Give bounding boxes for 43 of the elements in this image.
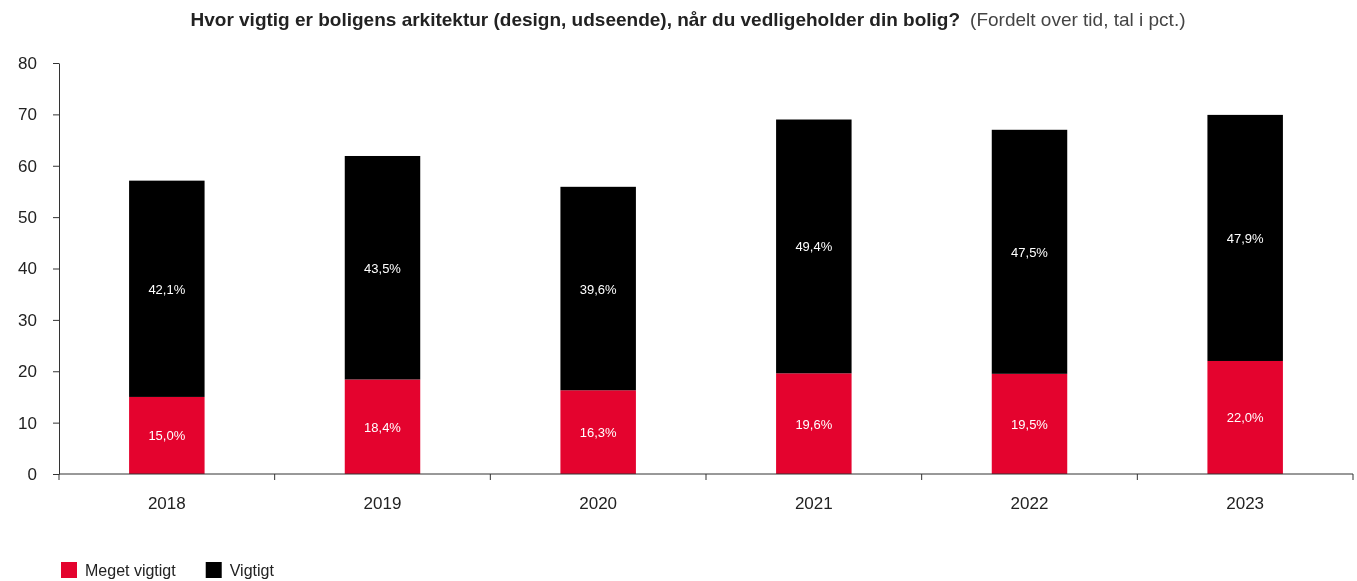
x-tick-label: 2023 — [1226, 494, 1265, 513]
chart-title: Hvor vigtig er boligens arkitektur (design, udseende), når du vedligeholder din bolig? — [190, 9, 961, 30]
data-label: 47,9% — [1226, 230, 1265, 246]
bar — [129, 180, 205, 397]
bar — [1207, 360, 1283, 474]
bar — [776, 373, 852, 474]
bar — [344, 379, 421, 474]
x-tick-label: 2022 — [1010, 494, 1049, 513]
y-tick-label: 0 — [27, 464, 37, 484]
bar — [344, 155, 421, 380]
chart-subtitle: (Fordelt over tid, tal i pct.) — [970, 9, 1186, 30]
data-label: 19,5% — [1011, 416, 1049, 432]
data-label: 43,5% — [364, 260, 402, 276]
data-label: 18,4% — [364, 419, 402, 435]
y-tick-label: 80 — [18, 53, 37, 73]
data-label: 49,4% — [795, 239, 833, 255]
y-tick-label: 30 — [18, 310, 37, 330]
x-tick-label: 2018 — [147, 494, 186, 513]
bar — [560, 186, 636, 391]
y-tick-label: 20 — [18, 362, 37, 382]
data-label: 22,0% — [1226, 410, 1265, 426]
bar — [129, 396, 205, 474]
data-label: 47,5% — [1011, 244, 1049, 260]
y-tick-label: 40 — [18, 259, 37, 279]
bar — [991, 129, 1068, 374]
bar — [1207, 114, 1283, 361]
data-label: 39,6% — [579, 281, 618, 297]
y-tick-label: 50 — [18, 208, 37, 228]
x-tick-label: 2021 — [794, 494, 833, 513]
data-label: 15,0% — [148, 428, 186, 444]
y-tick-label: 10 — [18, 413, 37, 433]
bar — [560, 390, 636, 474]
x-tick-label: 2020 — [579, 494, 618, 513]
x-tick-label: 2019 — [363, 494, 402, 513]
data-label: 16,3% — [579, 425, 618, 441]
y-tick-label: 70 — [18, 105, 37, 125]
bar — [776, 119, 852, 374]
y-tick-label: 60 — [18, 156, 37, 176]
data-label: 42,1% — [148, 281, 186, 297]
legend-label: Vigtigt — [229, 562, 275, 579]
data-label: 19,6% — [795, 416, 833, 432]
bar — [991, 373, 1068, 474]
legend-label: Meget vigtigt — [85, 562, 177, 579]
